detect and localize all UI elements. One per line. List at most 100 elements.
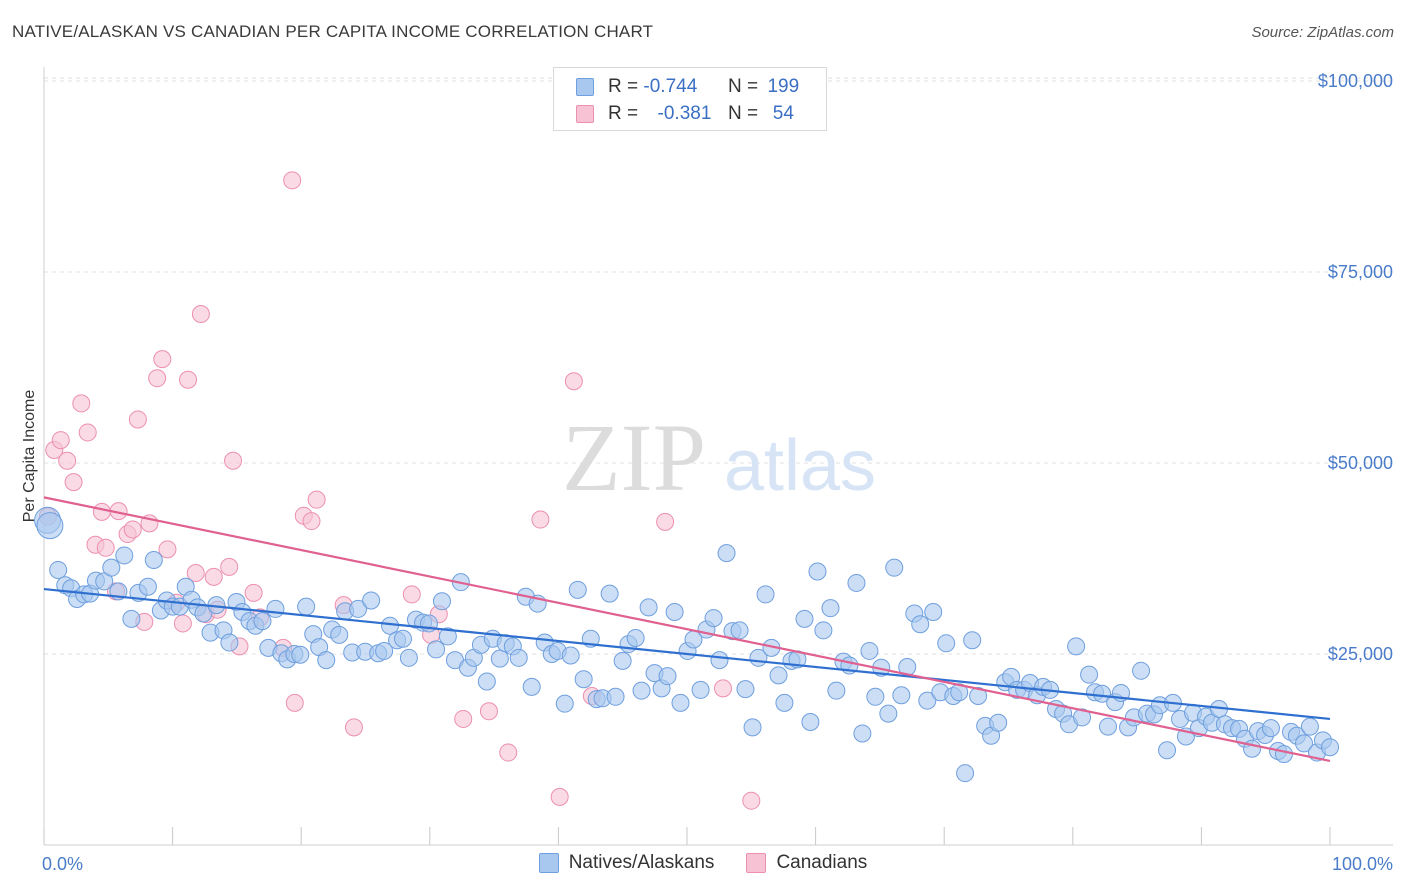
natives-point: [1261, 719, 1280, 738]
legend-n-label: N =: [727, 76, 759, 97]
natives-point: [969, 687, 988, 706]
natives-point: [639, 598, 658, 617]
natives-point: [555, 694, 574, 713]
natives-point: [600, 584, 619, 603]
axes: [43, 67, 1393, 846]
y-tick-label: $100,000: [1318, 71, 1393, 91]
natives-point: [561, 646, 580, 665]
natives-point: [1080, 665, 1099, 684]
legend-item-natives[interactable]: Natives/Alaskans: [538, 852, 715, 874]
canadians-point: [499, 743, 518, 762]
canadians-point: [656, 512, 675, 531]
natives-point: [427, 640, 446, 659]
canadians-point: [302, 512, 321, 531]
canadians-point: [344, 718, 363, 737]
canadians-point: [123, 520, 142, 539]
y-axis-label: Per Capita Income: [21, 390, 38, 523]
natives-point: [122, 609, 141, 628]
natives-point: [297, 597, 316, 616]
canadians-point: [148, 369, 167, 388]
legend-row-natives: R = -0.744 N = 199: [576, 74, 803, 100]
natives-point: [102, 558, 121, 577]
canadians-point: [531, 510, 550, 529]
natives-point: [911, 615, 930, 634]
natives-point: [477, 672, 496, 691]
watermark-zip: ZIP: [562, 404, 706, 511]
natives-point: [736, 680, 755, 699]
legend-r-value: -0.381: [657, 103, 712, 124]
natives-point: [937, 634, 956, 653]
natives-point: [220, 633, 239, 652]
natives-point: [860, 641, 879, 660]
natives-point: [1274, 745, 1293, 764]
legend-n-value: 54: [772, 103, 794, 124]
natives-point: [266, 599, 285, 618]
canadians-point: [153, 350, 172, 369]
canadians-point: [220, 557, 239, 576]
natives-point: [144, 551, 163, 570]
natives-point: [866, 687, 885, 706]
canadians-point: [224, 451, 243, 470]
natives-point: [438, 627, 457, 646]
natives-point: [568, 580, 587, 599]
natives-point: [632, 681, 651, 700]
x-tick-label-end: 100.0%: [1332, 854, 1393, 874]
canadians-point: [173, 614, 192, 633]
natives-point: [892, 686, 911, 705]
chart-source: Source: ZipAtlas.com: [1251, 24, 1394, 41]
canadians-point: [158, 540, 177, 559]
natives-point: [1300, 717, 1319, 736]
natives-point: [795, 609, 814, 628]
legend-swatch-natives: [538, 853, 559, 873]
natives-point: [885, 558, 904, 577]
natives-point: [963, 631, 982, 650]
canadians-point: [96, 538, 115, 557]
natives-point: [490, 649, 509, 668]
natives-point: [956, 764, 975, 783]
natives-point: [710, 651, 729, 670]
natives-point: [879, 704, 898, 723]
legend-n-value: 199: [767, 76, 800, 97]
natives-point: [821, 599, 840, 618]
natives-point: [393, 629, 412, 648]
canadians-point: [454, 709, 473, 728]
legend-item-canadians[interactable]: Canadians: [746, 852, 867, 874]
legend-n-label: N =: [727, 103, 759, 124]
natives-point: [769, 666, 788, 685]
grid-lines: [44, 77, 1393, 655]
natives-point: [743, 718, 762, 737]
natives-point: [801, 712, 820, 731]
natives-point: [317, 651, 336, 670]
canadians-point: [285, 693, 304, 712]
canadians-point: [92, 502, 111, 521]
canadians-point: [51, 431, 70, 450]
canadians-point: [307, 490, 326, 509]
natives-point: [36, 512, 64, 540]
natives-point: [775, 693, 794, 712]
canadians-point: [186, 564, 205, 583]
natives-point: [362, 591, 381, 610]
y-tick-label: $75,000: [1328, 262, 1393, 282]
canadians-point: [72, 394, 91, 413]
natives-point: [349, 599, 368, 618]
natives-point: [671, 693, 690, 712]
legend-r-label: R =: [608, 76, 639, 97]
natives-point: [330, 625, 349, 644]
canadians-point: [128, 410, 147, 429]
natives-point: [814, 621, 833, 640]
canadians-point: [58, 451, 77, 470]
natives-point: [115, 546, 134, 565]
natives-point: [49, 560, 68, 579]
natives-point: [1093, 684, 1112, 703]
legend-label-natives: Natives/Alaskans: [568, 852, 715, 873]
x-tick-label-start: 0.0%: [42, 854, 83, 874]
canadians-point: [714, 679, 733, 698]
series-legend: Natives/Alaskans Canadians: [0, 852, 1406, 874]
y-tick-label: $25,000: [1328, 644, 1393, 664]
legend-r-label: R =: [608, 103, 639, 124]
natives-point: [827, 681, 846, 700]
natives-point: [730, 621, 749, 640]
y-tick-label: $50,000: [1328, 453, 1393, 473]
tick-labels: $25,000 $50,000 $75,000 $100,000 0.0% 100.0%: [42, 71, 1393, 874]
